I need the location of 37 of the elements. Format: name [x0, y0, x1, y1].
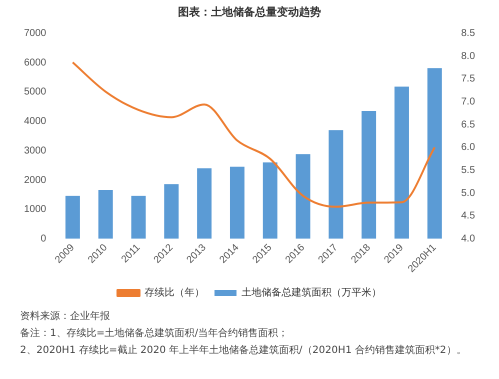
bar — [328, 130, 344, 239]
legend-label: 土地储备总建筑面积（万平米） — [242, 286, 382, 299]
y2-tick-label: 4.5 — [461, 210, 476, 222]
chart-title: 图表：土地储备总量变动趋势 — [178, 5, 321, 18]
y2-tick-label: 5.0 — [461, 188, 476, 199]
y2-tick-label: 7.5 — [461, 74, 476, 85]
y-tick-label: 3000 — [24, 145, 47, 156]
text: 备注：1、存续比=土地储备总建筑面积/当年合约销售面积； — [20, 326, 290, 341]
y-tick-label: 1000 — [24, 204, 47, 216]
bar — [98, 190, 113, 239]
y2-tick-label: 4.0 — [461, 233, 476, 244]
line-series — [72, 61, 436, 208]
bar — [131, 196, 146, 239]
y-tick-label: 4000 — [24, 116, 47, 128]
bar — [65, 196, 80, 239]
bar — [362, 111, 376, 239]
bar — [164, 184, 179, 239]
bar — [427, 68, 442, 239]
bar — [197, 168, 212, 239]
text: 2、2020H1 存续比=截止 2020 年上半年土地储备总建筑面积/（2020H1 合约销售建筑面积*2）。 — [20, 344, 468, 358]
y2-tick-label: 6.0 — [461, 142, 476, 154]
bar — [230, 166, 244, 239]
y2-tick-label: 7.0 — [461, 96, 476, 108]
y-tick-label: 6000 — [24, 57, 47, 68]
y2-tick-label: 8.5 — [461, 28, 476, 39]
y-tick-label: 5000 — [24, 86, 47, 98]
text: 资料来源：企业年报 — [20, 310, 111, 324]
y2-tick-label: 6.5 — [461, 119, 476, 130]
legend-label: 存续比（年） — [144, 286, 204, 299]
bar — [296, 154, 310, 239]
y2-tick-label: 8.0 — [461, 50, 476, 62]
y-tick-label: 7000 — [24, 28, 47, 39]
bar — [262, 162, 278, 239]
y-tick-label: 2000 — [24, 174, 47, 186]
y2-tick-label: 5.5 — [461, 164, 476, 176]
bar — [394, 86, 409, 239]
y-tick-label: 0 — [40, 233, 47, 244]
